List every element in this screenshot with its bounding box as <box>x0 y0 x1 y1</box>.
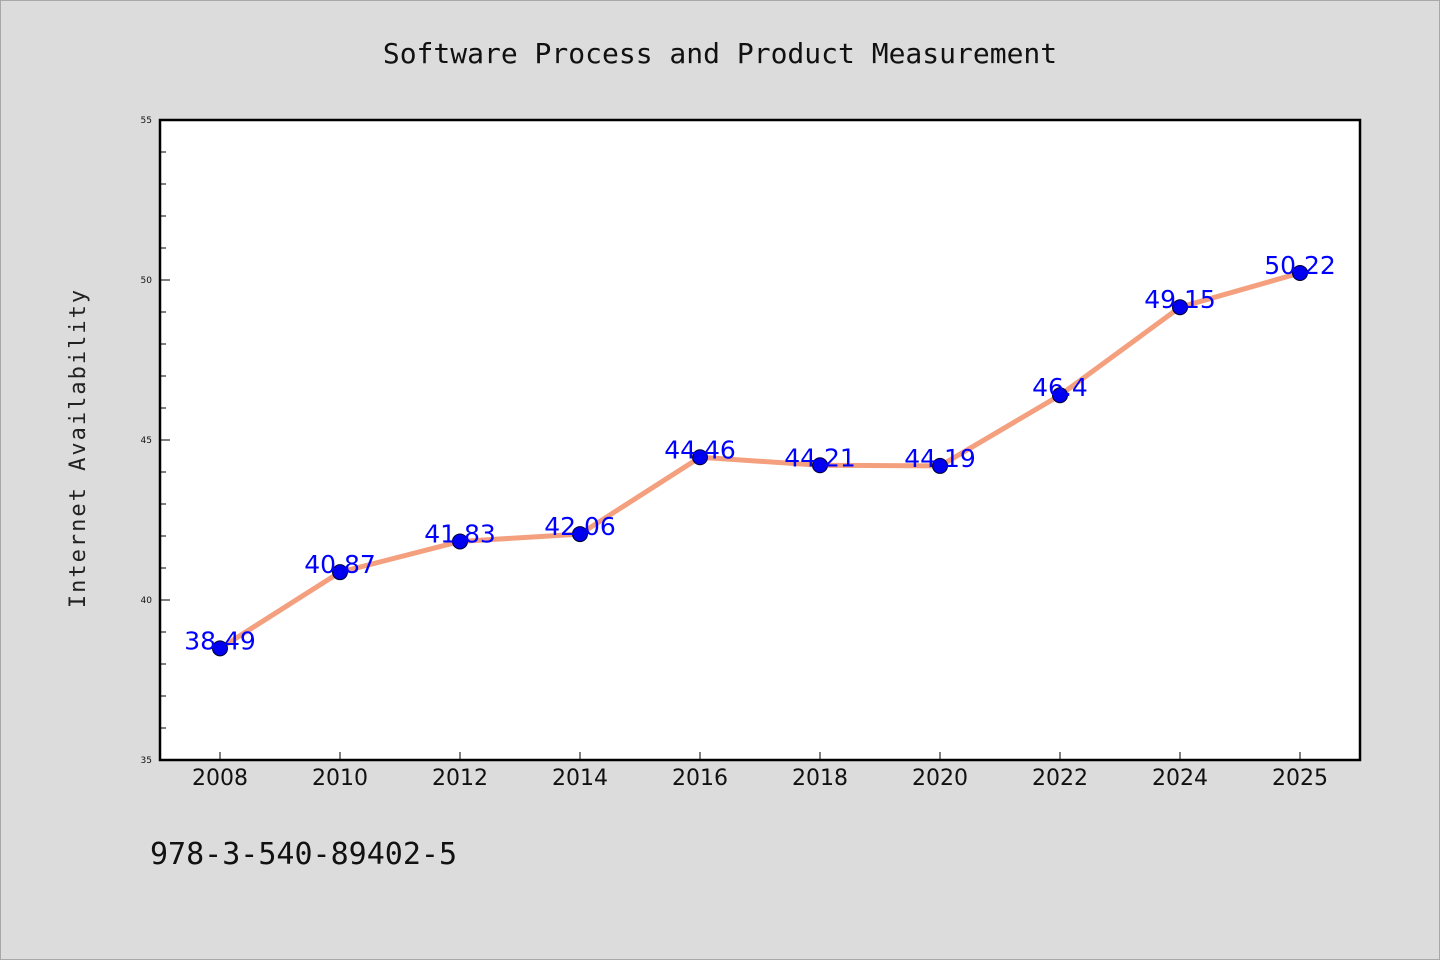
data-point <box>452 533 468 550</box>
data-point <box>1172 299 1188 316</box>
x-tick-labels: 2008 2010 2012 2014 2016 2018 2020 2022 2024 2025 <box>192 766 1328 791</box>
plot-border <box>158 118 1362 762</box>
data-label: 41.83 <box>424 519 496 548</box>
y-tick-labels: 35 40 45 50 55 <box>141 116 153 766</box>
data-label: 40.87 <box>304 550 376 579</box>
x-tick-label: 2018 <box>792 766 848 791</box>
isbn-footer: 978-3-540-89402-5 <box>150 837 457 872</box>
x-tick-label: 2024 <box>1152 766 1208 791</box>
y-tick-label: 45 <box>141 436 152 446</box>
data-labels: 38.49 40.87 41.83 42.06 44.46 44.21 44.19 46.4 4… <box>184 251 1336 655</box>
data-label: 46.4 <box>1032 373 1088 402</box>
data-point <box>932 457 948 474</box>
y-tick-label: 35 <box>141 756 152 766</box>
series-line <box>217 270 1303 651</box>
x-tick-label: 2008 <box>192 766 248 791</box>
data-point <box>332 564 348 581</box>
y-tick-label: 40 <box>141 596 153 606</box>
x-tick-marks <box>219 752 1301 760</box>
data-label: 44.19 <box>904 444 976 473</box>
plot-area <box>160 120 1360 760</box>
data-point <box>1052 387 1068 404</box>
x-tick-label: 2025 <box>1272 766 1328 791</box>
data-label: 42.06 <box>544 512 616 541</box>
x-tick-label: 2014 <box>552 766 608 791</box>
data-label: 44.21 <box>784 443 856 472</box>
x-tick-label: 2016 <box>672 766 728 791</box>
x-tick-label: 2020 <box>912 766 968 791</box>
data-label: 50.22 <box>1264 251 1336 280</box>
data-point <box>572 526 588 543</box>
data-point <box>692 449 708 466</box>
y-tick-label: 55 <box>141 116 152 126</box>
data-label: 49.15 <box>1144 285 1216 314</box>
data-label: 38.49 <box>184 626 256 655</box>
x-tick-label: 2012 <box>432 766 488 791</box>
chart-title: Software Process and Product Measurement <box>383 37 1057 70</box>
series-markers <box>212 264 1308 657</box>
x-tick-label: 2022 <box>1032 766 1088 791</box>
data-label: 44.46 <box>664 435 736 464</box>
data-point <box>212 640 228 657</box>
y-tick-label: 50 <box>141 276 153 286</box>
y-axis-label: Internet Availability <box>66 288 91 608</box>
data-point <box>812 457 828 474</box>
data-point <box>1292 264 1308 281</box>
x-tick-label: 2010 <box>312 766 368 791</box>
